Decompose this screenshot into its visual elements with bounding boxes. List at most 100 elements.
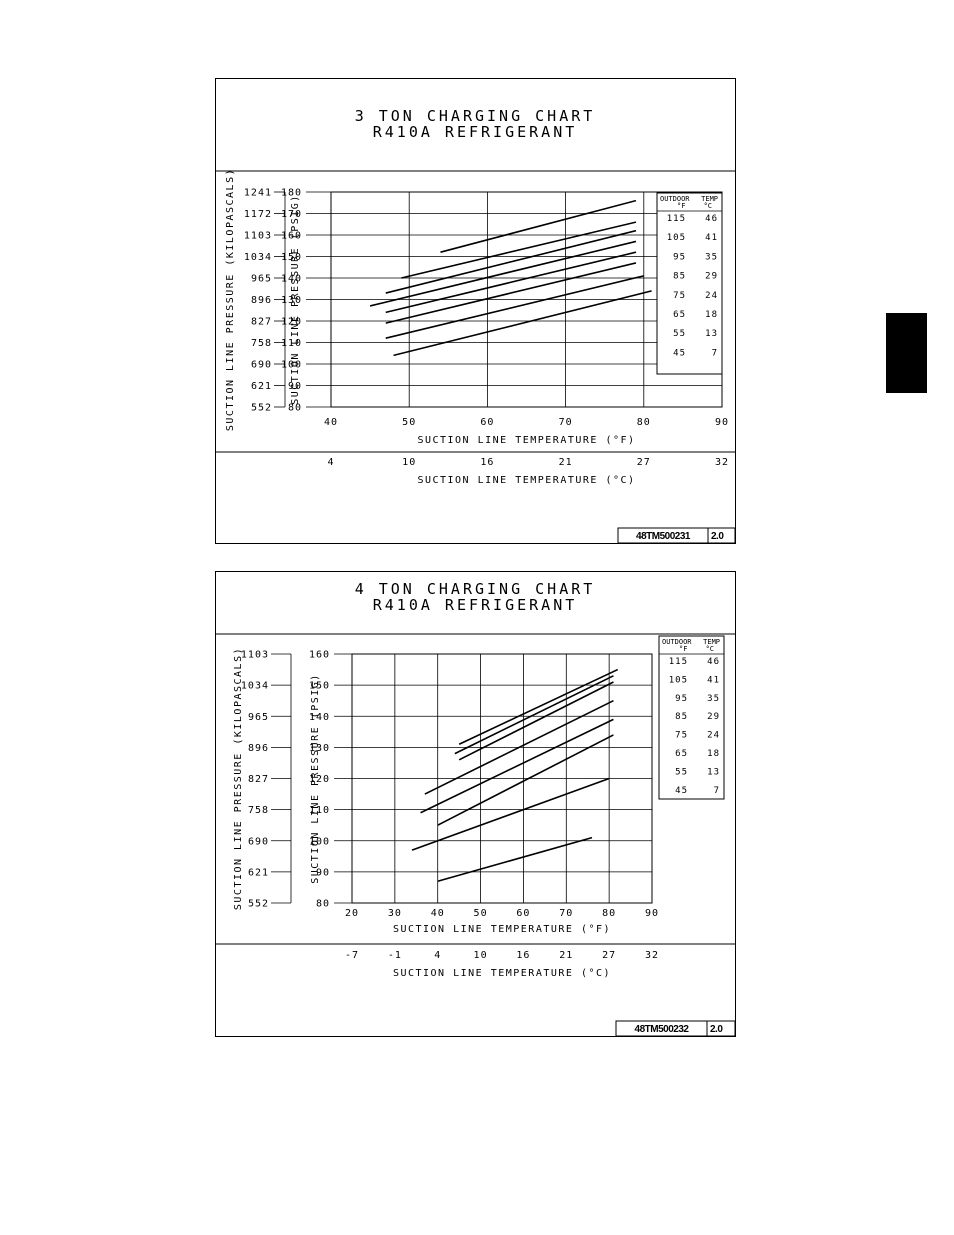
chart1-kpa-tick-label: 758 [251, 338, 272, 349]
chart1-y-tick-label: 140 [281, 274, 302, 285]
chart1-legend-row-c: 18 [705, 310, 718, 320]
chart2-kpa-tick-label: 827 [248, 774, 269, 785]
chart1-kpa-tick-label: 1241 [244, 188, 272, 199]
chart2-y-tick-label: 140 [309, 712, 330, 723]
chart1-legend-row-f: 55 [673, 329, 686, 339]
chart2-legend-row-f: 75 [675, 731, 688, 741]
chart1-footer-rev: 2.0 [711, 531, 724, 542]
chart1-x-tick-label: 40 [324, 417, 338, 428]
chart2-x-tick-label: 80 [602, 908, 616, 919]
chart2-kpa-tick-label: 690 [248, 836, 269, 847]
chart1-celsius-axis-label: SUCTION LINE TEMPERATURE (°C) [417, 475, 635, 486]
chart2-celsius-tick-label: 27 [602, 950, 616, 961]
chart2-y-tick-label: 100 [309, 836, 330, 847]
chart2-x-tick-label: 20 [345, 908, 359, 919]
chart2-celsius-tick-label: 16 [516, 950, 530, 961]
chart1-legend-header-temp: TEMP [701, 195, 718, 203]
chart2-celsius-tick-label: -1 [388, 950, 402, 961]
chart2-kpa-tick-label: 552 [248, 899, 269, 910]
chart2-x-tick-label: 30 [388, 908, 402, 919]
chart1-legend-row-c: 35 [705, 252, 718, 262]
chart1-legend-row-f: 105 [667, 233, 686, 243]
section-tab-marker [886, 313, 927, 393]
chart1-series-line-8 [393, 290, 652, 357]
chart1-y-tick-label: 120 [281, 317, 302, 328]
chart1-series-line-2 [401, 221, 637, 279]
chart2-series-line-1 [458, 668, 619, 745]
chart1-legend-header-outdoor: OUTDOOR [660, 195, 690, 203]
chart1-series-line-5 [385, 251, 637, 314]
chart1-legend-header-c: °C [704, 202, 712, 210]
chart2-subtitle: R410A REFRIGERANT [373, 596, 578, 614]
chart1-title: 3 TON CHARGING CHART [355, 107, 596, 125]
chart1-celsius-tick-label: 27 [637, 457, 651, 468]
chart1-legend-row-c: 41 [705, 233, 718, 243]
chart1-celsius-tick-label: 21 [559, 457, 573, 468]
chart2-y-tick-label: 130 [309, 743, 330, 754]
chart2-x-tick-label: 90 [645, 908, 659, 919]
chart2-footer-rev: 2.0 [710, 1024, 723, 1035]
chart1-celsius-tick-label: 4 [327, 457, 334, 468]
chart1-legend-row-f: 75 [673, 291, 686, 301]
chart1-x-axis-label: SUCTION LINE TEMPERATURE (°F) [417, 435, 635, 446]
chart2-series-line-3 [458, 681, 614, 761]
chart1-kpa-tick-label: 896 [251, 295, 272, 306]
chart2-kpa-axis-label: SUCTION LINE PRESSURE (KILOPASCALS) [233, 647, 244, 910]
chart2-series-line-8 [437, 836, 593, 882]
chart2-y-tick-label: 80 [316, 899, 330, 910]
chart1-celsius-tick-label: 32 [715, 457, 729, 468]
chart1-x-tick-label: 90 [715, 417, 729, 428]
chart1-legend-row-f: 115 [667, 214, 686, 224]
chart2-x-tick-label: 40 [431, 908, 445, 919]
chart2-title: 4 TON CHARGING CHART [355, 580, 596, 598]
chart1-legend-row-c: 7 [712, 348, 718, 358]
chart2-celsius-tick-label: 21 [559, 950, 573, 961]
chart2-y-tick-label: 110 [309, 805, 330, 816]
chart1-kpa-tick-label: 1034 [244, 252, 272, 263]
chart2-kpa-tick-label: 965 [248, 712, 269, 723]
chart1-kpa-tick-label: 621 [251, 381, 272, 392]
chart2-x-tick-label: 70 [559, 908, 573, 919]
chart1-kpa-tick-label: 552 [251, 403, 272, 414]
chart1-kpa-tick-label: 690 [251, 360, 272, 371]
chart2-legend-row-c: 7 [714, 786, 720, 796]
chart2-kpa-tick-label: 758 [248, 805, 269, 816]
chart1-y-tick-label: 170 [281, 209, 302, 220]
chart2-series-line-7 [411, 777, 610, 851]
chart1-series-line-7 [385, 275, 644, 339]
charging-chart-3-ton: 3 TON CHARGING CHART R410A REFRIGERANT 40 5… [215, 78, 736, 544]
chart2-legend-row-f: 85 [675, 712, 688, 722]
chart1-x-tick-label: 80 [637, 417, 651, 428]
chart2-series-line-4 [424, 699, 614, 795]
chart1-legend-box [656, 192, 723, 375]
chart2-celsius-tick-label: 32 [645, 950, 659, 961]
chart1-y-tick-label: 180 [281, 188, 302, 199]
chart2-legend-row-f: 105 [669, 675, 688, 685]
chart1-y-tick-label: 90 [288, 381, 302, 392]
chart2-legend-row-f: 115 [669, 657, 688, 667]
chart2-legend-box [658, 635, 725, 800]
chart2-celsius-axis-label: SUCTION LINE TEMPERATURE (°C) [393, 968, 611, 979]
chart2-x-tick-label: 60 [516, 908, 530, 919]
chart2-legend-header-f: °F [679, 645, 687, 653]
chart2-legend-row-c: 46 [707, 657, 720, 667]
chart1-kpa-axis-label: SUCTION LINE PRESSURE (KILOPASCALS) [225, 168, 236, 431]
chart1-legend-row-c: 13 [705, 329, 718, 339]
chart2-celsius-tick-label: -7 [345, 950, 359, 961]
chart1-y-tick-label: 150 [281, 252, 302, 263]
chart1-y-axis-label: SUCTION LINE PRESSURE (PSIG) [290, 194, 301, 405]
chart1-x-tick-label: 50 [402, 417, 416, 428]
chart1-y-tick-label: 160 [281, 231, 302, 242]
chart2-legend-header-temp: TEMP [703, 638, 720, 646]
chart1-series-line-3 [385, 229, 637, 294]
chart2-kpa-tick-label: 1034 [241, 681, 269, 692]
chart1-kpa-tick-label: 1172 [244, 209, 272, 220]
chart1-legend-row-f: 85 [673, 272, 686, 282]
chart1-y-tick-label: 110 [281, 338, 302, 349]
chart2-celsius-tick-label: 10 [474, 950, 488, 961]
chart1-subtitle: R410A REFRIGERANT [373, 123, 578, 141]
chart1-celsius-tick-label: 16 [480, 457, 494, 468]
chart2-y-tick-label: 120 [309, 774, 330, 785]
